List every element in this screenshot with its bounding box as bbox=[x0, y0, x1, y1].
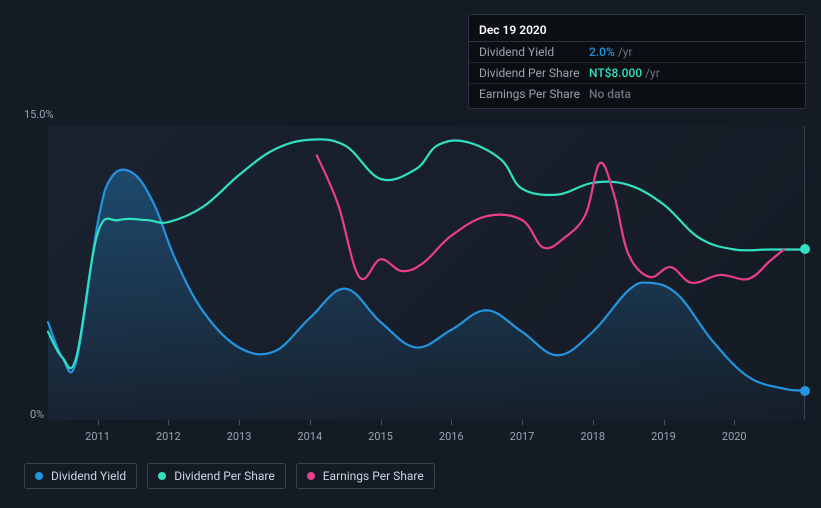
x-tick-mark bbox=[734, 420, 735, 425]
y-axis-min: 0% bbox=[30, 408, 44, 421]
tooltip-row: Earnings Per Share No data bbox=[469, 84, 805, 104]
legend-dot bbox=[307, 472, 315, 480]
legend-dot bbox=[158, 472, 166, 480]
tooltip-date: Dec 19 2020 bbox=[469, 19, 805, 42]
x-tick-mark bbox=[168, 420, 169, 425]
x-tick-label: 2016 bbox=[439, 430, 464, 443]
tooltip-label: Dividend Per Share bbox=[479, 66, 589, 80]
y-axis-max: 15.0% bbox=[24, 108, 54, 121]
x-tick-label: 2017 bbox=[510, 430, 535, 443]
x-tick-mark bbox=[381, 420, 382, 425]
x-tick-mark bbox=[664, 420, 665, 425]
dividend_per_share-end-dot bbox=[800, 244, 810, 254]
legend-item-earnings-per-share[interactable]: Earnings Per Share bbox=[296, 463, 435, 489]
chart-legend: Dividend Yield Dividend Per Share Earnin… bbox=[24, 463, 435, 489]
tooltip-value: 2.0% bbox=[589, 45, 615, 59]
x-tick-mark bbox=[310, 420, 311, 425]
x-tick-label: 2019 bbox=[651, 430, 676, 443]
line-chart bbox=[48, 126, 805, 420]
tooltip-value: NT$8.000 bbox=[589, 66, 642, 80]
x-tick-mark bbox=[451, 420, 452, 425]
legend-dot bbox=[35, 472, 43, 480]
tooltip-label: Earnings Per Share bbox=[479, 87, 589, 101]
x-tick-label: 2014 bbox=[297, 430, 322, 443]
tooltip-value: No data bbox=[589, 87, 631, 101]
x-tick-label: 2011 bbox=[85, 430, 110, 443]
legend-item-dividend-yield[interactable]: Dividend Yield bbox=[24, 463, 137, 489]
legend-label: Dividend Per Share bbox=[174, 469, 275, 483]
x-tick-mark bbox=[522, 420, 523, 425]
legend-item-dividend-per-share[interactable]: Dividend Per Share bbox=[147, 463, 286, 489]
x-tick-label: 2012 bbox=[156, 430, 181, 443]
tooltip-row: Dividend Yield 2.0% /yr bbox=[469, 42, 805, 63]
chart-tooltip: Dec 19 2020 Dividend Yield 2.0% /yr Divi… bbox=[468, 14, 806, 109]
tooltip-row: Dividend Per Share NT$8.000 /yr bbox=[469, 63, 805, 84]
dividend_yield-end-dot bbox=[800, 386, 810, 396]
legend-label: Dividend Yield bbox=[51, 469, 126, 483]
x-tick-label: 2020 bbox=[722, 430, 747, 443]
x-tick-label: 2015 bbox=[368, 430, 393, 443]
x-tick-mark bbox=[239, 420, 240, 425]
tooltip-unit: /yr bbox=[645, 66, 660, 80]
tooltip-unit: /yr bbox=[618, 45, 633, 59]
x-tick-label: 2018 bbox=[580, 430, 605, 443]
x-tick-mark bbox=[98, 420, 99, 425]
legend-label: Earnings Per Share bbox=[323, 469, 424, 483]
x-tick-label: 2013 bbox=[227, 430, 252, 443]
x-tick-mark bbox=[593, 420, 594, 425]
tooltip-label: Dividend Yield bbox=[479, 45, 589, 59]
